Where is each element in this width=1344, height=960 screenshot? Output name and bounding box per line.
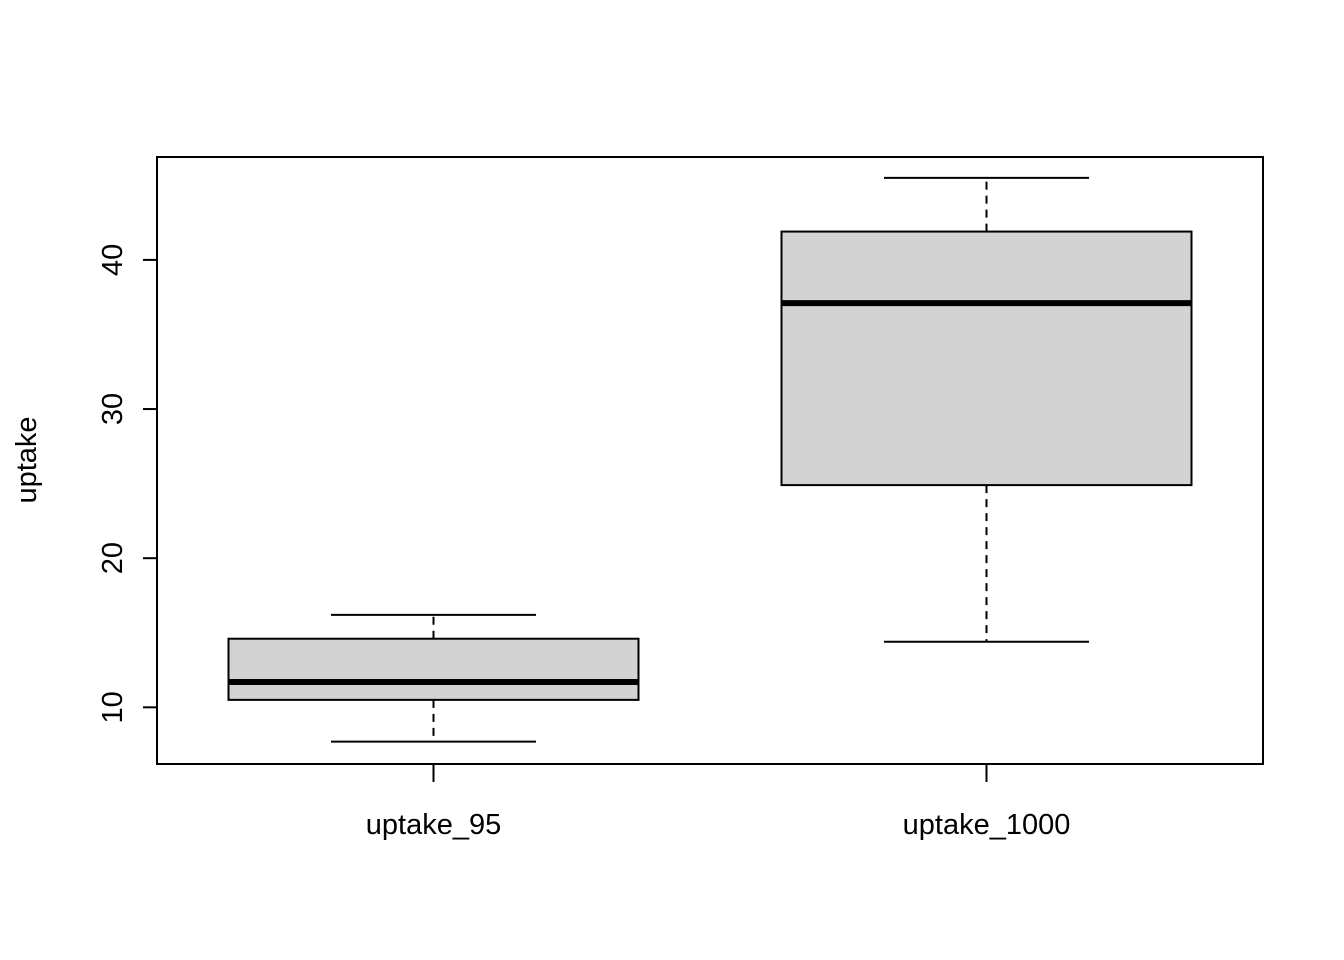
iqr-box <box>780 230 1193 487</box>
y-axis-label: uptake <box>11 416 43 503</box>
x-axis: uptake_95 uptake_1000 <box>366 764 1071 841</box>
y-tick-label: 40 <box>97 244 129 276</box>
plot-frame <box>156 156 1264 765</box>
box-uptake_1000 <box>780 176 1193 643</box>
y-tick-label: 20 <box>97 542 129 574</box>
boxes <box>227 176 1193 743</box>
box-uptake_95 <box>227 613 640 743</box>
x-tick-label: uptake_1000 <box>903 809 1071 841</box>
y-tick-label: 10 <box>97 691 129 723</box>
y-tick-label: 30 <box>97 393 129 425</box>
iqr-box <box>227 637 640 701</box>
x-tick-label: uptake_95 <box>366 809 501 841</box>
y-axis: 10 20 30 40 <box>97 244 157 723</box>
